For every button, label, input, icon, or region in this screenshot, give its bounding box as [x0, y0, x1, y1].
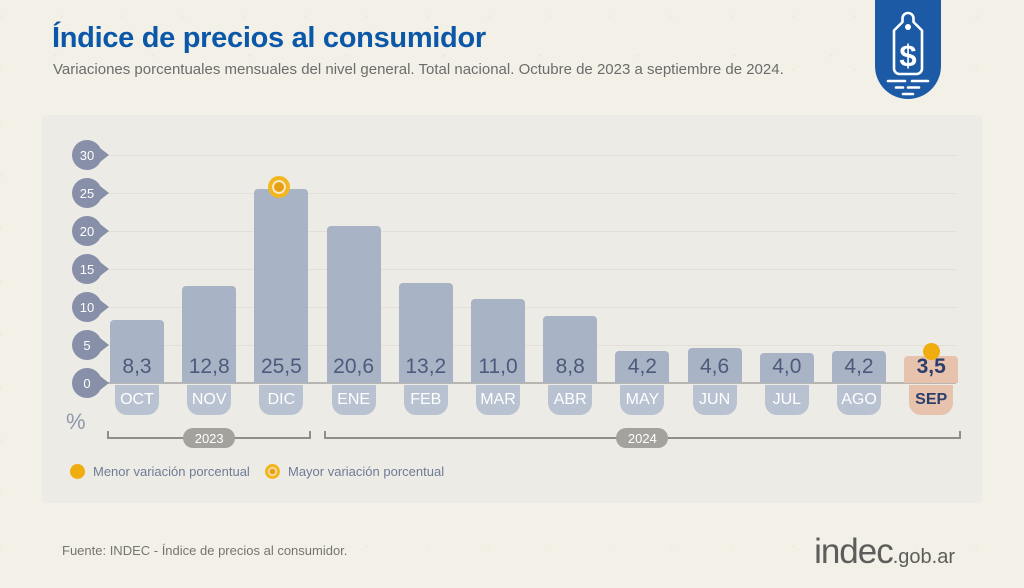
bar-value-abr: 8,8 — [555, 355, 585, 378]
bar-value-nov: 12,8 — [188, 355, 230, 378]
bar-value-ene: 20,6 — [333, 355, 375, 378]
bar-ago — [832, 351, 886, 383]
bar-value-jun: 4,6 — [699, 355, 730, 378]
bar-value-mar: 11,0 — [478, 355, 518, 378]
bar-value-sep: 3,5 — [916, 355, 946, 378]
bar-value-oct: 8,3 — [122, 355, 152, 378]
gridline-30 — [104, 155, 956, 156]
month-badge-ago: AGO — [837, 385, 881, 415]
bar-oct — [110, 319, 164, 383]
chart-panel: % Menor variación porcentual Mayor varia… — [42, 115, 982, 503]
month-badge-may: MAY — [620, 385, 665, 415]
max-variation-marker-icon — [268, 176, 291, 199]
year-pill-2024: 2024 — [616, 428, 669, 448]
bar-ene — [326, 226, 381, 383]
legend-item-mayor: Mayor variación porcentual — [265, 464, 444, 479]
y-axis-unit-label: % — [66, 409, 86, 434]
gridline-20 — [104, 231, 956, 232]
bar-jul — [759, 352, 814, 383]
month-badge-jul: JUL — [764, 385, 809, 415]
gridline-25 — [104, 193, 956, 194]
bracket-tick-end-2024 — [959, 431, 962, 438]
month-badge-sep: SEP — [909, 385, 954, 415]
bar-value-feb: 13,2 — [405, 355, 447, 378]
source-note: Fuente: INDEC - Índice de precios al con… — [62, 543, 348, 558]
y-axis-tick-20: 20 — [72, 216, 109, 246]
y-axis-tick-15: 15 — [72, 254, 109, 284]
month-badge-abr: ABR — [548, 385, 593, 415]
logo-main-text: indec — [814, 532, 894, 571]
header-badge: $ — [875, 0, 941, 99]
ring-dot-icon — [265, 464, 280, 479]
y-axis-tick-5: 5 — [72, 330, 109, 360]
month-badge-mar: MAR — [476, 385, 520, 415]
solid-dot-icon — [70, 464, 85, 479]
bar-abr — [543, 316, 598, 383]
bracket-tick-end-2023 — [309, 431, 312, 438]
page-subtitle: Variaciones porcentuales mensuales del n… — [53, 61, 784, 78]
page-title: Índice de precios al consumidor — [52, 22, 486, 54]
price-tag-icon: $ — [875, 0, 941, 104]
y-axis-tick-10: 10 — [72, 292, 109, 322]
y-axis-tick-30: 30 — [72, 140, 109, 170]
bar-value-dic: 25,5 — [260, 355, 302, 378]
gridline-15 — [104, 269, 956, 270]
svg-text:$: $ — [899, 38, 916, 73]
indec-logo: indec .gob.ar — [814, 532, 955, 572]
year-pill-2023: 2023 — [183, 428, 236, 448]
bar-value-jul: 4,0 — [772, 355, 802, 378]
gridline-0 — [104, 382, 956, 384]
y-axis-tick-0: 0 — [72, 368, 109, 398]
month-badge-feb: FEB — [403, 385, 448, 415]
bar-value-ago: 4,2 — [844, 355, 874, 378]
month-badge-jun: JUN — [692, 385, 737, 415]
legend-item-menor: Menor variación porcentual — [70, 464, 250, 479]
bracket-tick-start-2023 — [107, 431, 109, 438]
month-badge-ene: ENE — [331, 385, 376, 415]
bar-sep — [904, 356, 959, 383]
month-badge-dic: DIC — [259, 385, 304, 415]
bar-dic — [254, 189, 309, 383]
bar-jun — [687, 348, 742, 383]
legend-label-menor: Menor variación porcentual — [93, 464, 250, 479]
bar-value-may: 4,2 — [627, 355, 657, 378]
bar-feb — [398, 282, 453, 383]
gridline-10 — [104, 307, 956, 308]
bar-nov — [182, 285, 237, 383]
month-badge-oct: OCT — [115, 385, 159, 415]
bar-mar — [471, 299, 525, 383]
bar-may — [615, 351, 670, 383]
month-badge-nov: NOV — [187, 385, 232, 415]
gridline-5 — [104, 345, 956, 346]
y-axis-tick-25: 25 — [72, 178, 109, 208]
logo-suffix-text: .gob.ar — [892, 546, 955, 568]
legend-label-mayor: Mayor variación porcentual — [288, 464, 445, 479]
bracket-tick-start-2024 — [323, 431, 326, 438]
min-variation-marker-icon — [922, 343, 940, 361]
